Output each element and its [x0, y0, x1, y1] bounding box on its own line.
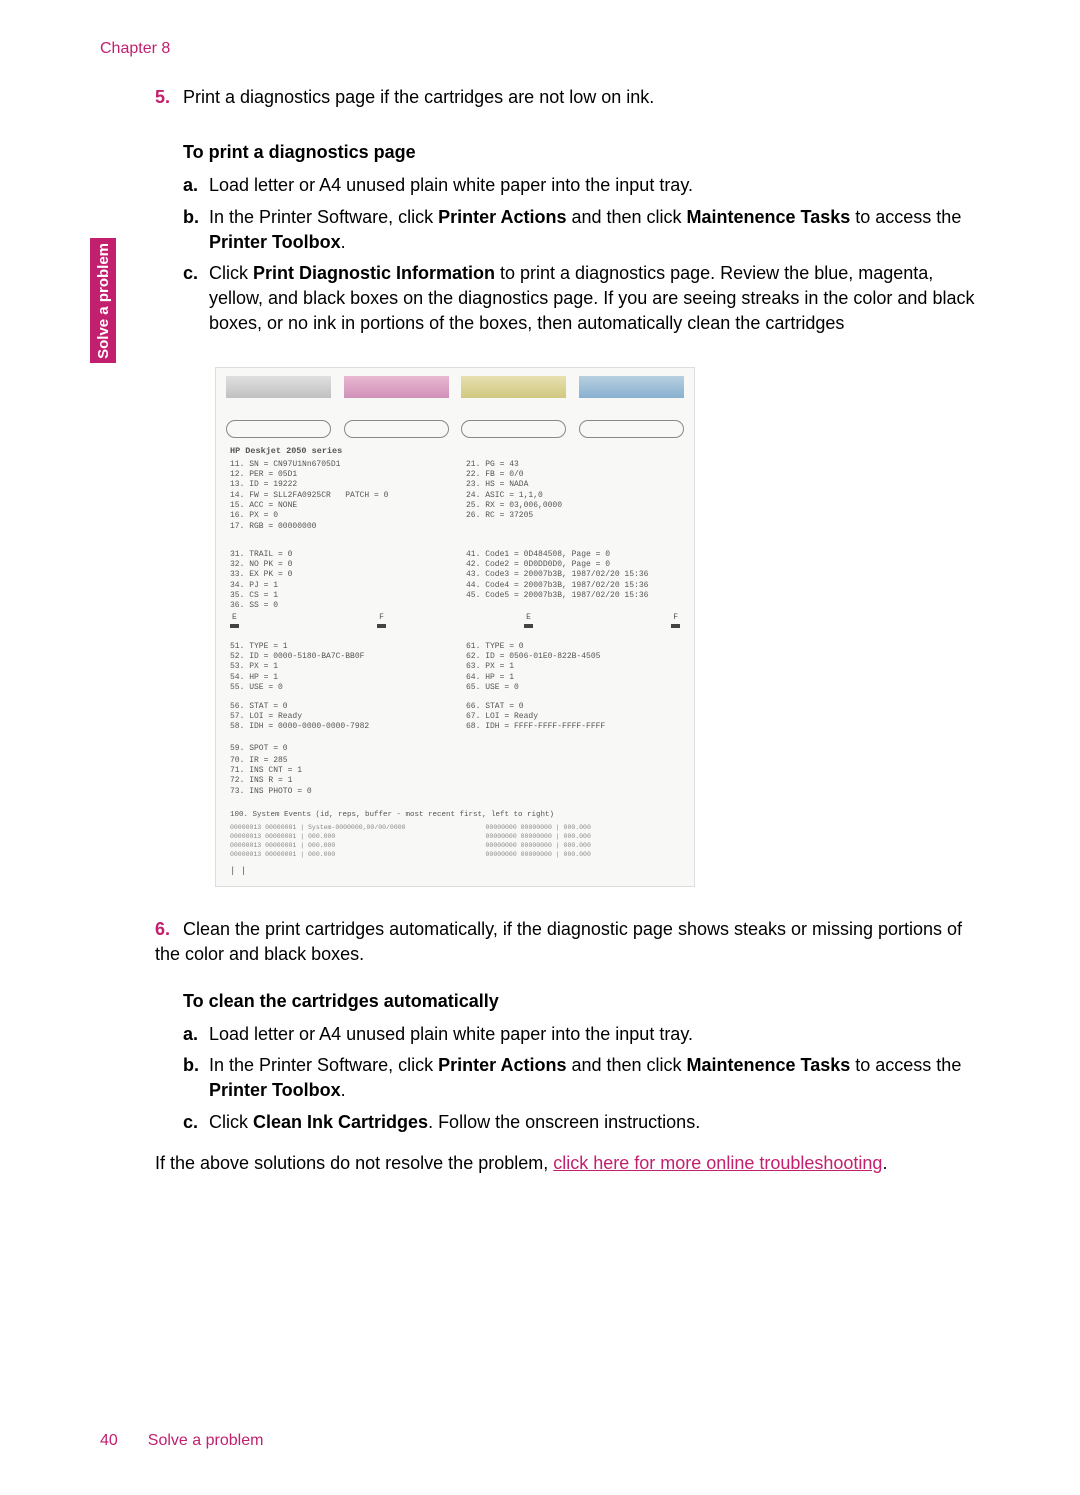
diag-bottom-bracket: | |: [230, 865, 246, 878]
diag-item-c: c. Click Print Diagnostic Information to…: [183, 261, 985, 337]
diag-footer: 100. System Events (id, reps, buffer - m…: [230, 810, 680, 860]
diag-block-2r: 41. Code1 = 0D484508, Page = 0 42. Code2…: [466, 550, 648, 602]
clean-c-text: Click Clean Ink Cartridges. Follow the o…: [209, 1110, 985, 1135]
clean-b-text: In the Printer Software, click Printer A…: [209, 1053, 985, 1103]
diag-heading: To print a diagnostics page: [183, 140, 985, 165]
diag-title: HP Deskjet 2050 series: [230, 446, 342, 458]
diag-a-text: Load letter or A4 unused plain white pap…: [209, 173, 985, 198]
diag-block-5: 59. SPOT = 0: [230, 744, 288, 754]
diag-block-1r: 21. PG = 43 22. FB = 0/0 23. HS = NADA 2…: [466, 460, 562, 522]
page-footer: 40 Solve a problem: [100, 1432, 263, 1450]
clean-b-letter: b.: [183, 1053, 209, 1103]
step-5-text: Print a diagnostics page if the cartridg…: [183, 87, 654, 107]
step-5: 5.Print a diagnostics page if the cartri…: [155, 85, 985, 110]
footer-title: Solve a problem: [148, 1432, 264, 1449]
bar-yellow: [461, 376, 566, 398]
diag-block-3l: 51. TYPE = 1 52. ID = 0000-5180-BA7C-BB0…: [230, 642, 364, 694]
page-content: 5.Print a diagnostics page if the cartri…: [155, 85, 985, 1176]
clean-sublist: a. Load letter or A4 unused plain white …: [183, 1022, 985, 1135]
chapter-label: Chapter 8: [100, 40, 170, 58]
step-6-text: Clean the print cartridges automatically…: [155, 919, 962, 964]
diag-c-text: Click Print Diagnostic Information to pr…: [209, 261, 985, 337]
diag-empty-boxes: [226, 420, 684, 438]
step-6: 6.Clean the print cartridges automatical…: [155, 917, 985, 967]
diag-item-b: b. In the Printer Software, click Printe…: [183, 205, 985, 255]
diag-c-letter: c.: [183, 261, 209, 337]
clean-a-text: Load letter or A4 unused plain white pap…: [209, 1022, 985, 1047]
clean-c-letter: c.: [183, 1110, 209, 1135]
diag-block-2l: 31. TRAIL = 0 32. NO PK = 0 33. EX PK = …: [230, 550, 292, 612]
step-6-num: 6.: [155, 917, 183, 942]
closing-text: If the above solutions do not resolve th…: [155, 1151, 985, 1176]
bar-black: [226, 376, 331, 398]
side-tab: Solve a problem: [90, 238, 116, 363]
troubleshooting-link[interactable]: click here for more online troubleshooti…: [553, 1153, 882, 1173]
diag-cursor-row: E F E F: [230, 612, 680, 628]
diag-b-letter: b.: [183, 205, 209, 255]
diag-block-4l: 56. STAT = 0 57. LOI = Ready 58. IDH = 0…: [230, 702, 369, 733]
diag-b-text: In the Printer Software, click Printer A…: [209, 205, 985, 255]
diag-block-3r: 61. TYPE = 0 62. ID = 0506-01E0-822B-450…: [466, 642, 600, 694]
page-number: 40: [100, 1432, 118, 1449]
diagnostic-page-image: HP Deskjet 2050 series 11. SN = CN97U1Nn…: [215, 367, 695, 887]
clean-item-b: b. In the Printer Software, click Printe…: [183, 1053, 985, 1103]
diag-a-letter: a.: [183, 173, 209, 198]
clean-item-c: c. Click Clean Ink Cartridges. Follow th…: [183, 1110, 985, 1135]
clean-item-a: a. Load letter or A4 unused plain white …: [183, 1022, 985, 1047]
side-tab-label: Solve a problem: [95, 243, 112, 359]
clean-a-letter: a.: [183, 1022, 209, 1047]
diag-item-a: a. Load letter or A4 unused plain white …: [183, 173, 985, 198]
diag-block-1l: 11. SN = CN97U1Nn6705D1 12. PER = 05D1 1…: [230, 460, 388, 533]
diag-color-bars: [226, 376, 684, 398]
clean-heading: To clean the cartridges automatically: [183, 989, 985, 1014]
diag-sublist: a. Load letter or A4 unused plain white …: [183, 173, 985, 336]
step-5-num: 5.: [155, 85, 183, 110]
bar-magenta: [344, 376, 449, 398]
bar-cyan: [579, 376, 684, 398]
diag-block-4r: 66. STAT = 0 67. LOI = Ready 68. IDH = F…: [466, 702, 605, 733]
diag-block-6: 70. IR = 285 71. INS CNT = 1 72. INS R =…: [230, 756, 312, 798]
